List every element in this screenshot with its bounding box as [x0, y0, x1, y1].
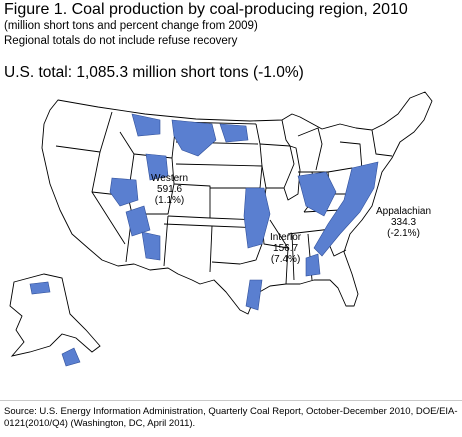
figure-subtitle: (million short tons and percent change f…	[4, 20, 258, 32]
region-change: (1.1%)	[154, 195, 185, 206]
region-value: 591.6	[157, 184, 183, 195]
coal-basin-uinta	[125, 205, 151, 237]
coal-basin-illinois	[243, 187, 271, 249]
region-label-interior: Interior 156.7 (7.4%)	[270, 232, 301, 265]
coal-basin-williston	[219, 123, 249, 143]
coal-basin-powder-river	[171, 119, 217, 157]
region-label-western: Western 591.6 (1.1%)	[151, 173, 188, 206]
coal-basin-western-interior	[297, 171, 337, 217]
source-note: Source: U.S. Energy Information Administ…	[4, 406, 458, 429]
coal-basin-gulf	[245, 279, 263, 311]
conus-outline	[41, 91, 433, 315]
coal-basins	[29, 113, 379, 367]
alaska-outline	[9, 273, 101, 357]
figure-note: Regional totals do not include refuse re…	[4, 35, 238, 47]
coal-basin-appalachian	[313, 161, 379, 257]
region-name: Western	[151, 173, 189, 184]
region-value: 156.7	[273, 243, 299, 254]
us-total: U.S. total: 1,085.3 million short tons (…	[4, 64, 304, 81]
region-change: (-2.1%)	[387, 228, 420, 239]
coal-basin-green-river	[109, 177, 139, 207]
divider	[0, 400, 462, 401]
region-change: (7.4%)	[270, 254, 301, 265]
region-label-appalachian: Appalachian 334.3 (-2.1%)	[376, 206, 431, 239]
region-value: 334.3	[391, 217, 417, 228]
coal-basin-alaska-south	[61, 347, 81, 367]
us-coal-map	[9, 91, 433, 367]
coal-basin-alaska-north	[29, 281, 51, 295]
coal-basin-alabama	[305, 253, 321, 277]
region-name: Appalachian	[376, 206, 432, 217]
region-name: Interior	[270, 232, 302, 243]
coal-basin-wyoming	[145, 153, 169, 181]
coal-basin-montana	[131, 113, 161, 137]
coal-basin-san-juan	[141, 231, 161, 261]
figure-title: Figure 1. Coal production by coal-produc…	[4, 1, 408, 18]
